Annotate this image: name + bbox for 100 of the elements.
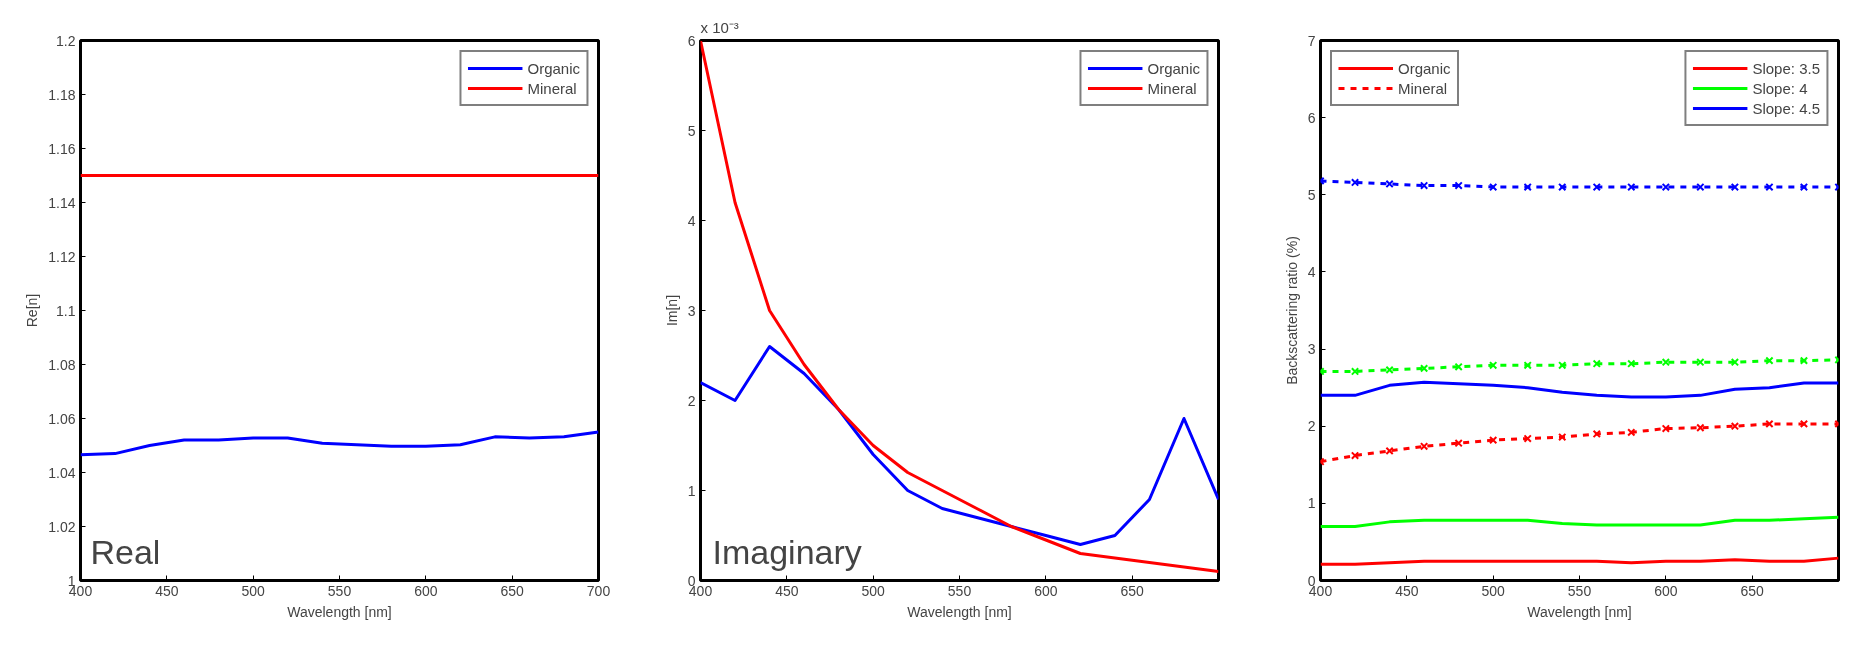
line-series [80,430,599,457]
legend-label: Organic [527,59,580,77]
x-tick-label: 550 [327,582,352,599]
point [1627,182,1636,192]
y-tick-label: 4 [687,212,696,229]
point [1350,367,1360,376]
line-series [700,40,1219,573]
point [1488,435,1498,445]
point [1730,182,1740,192]
point [1523,434,1532,443]
y-tick-label: 3 [687,302,696,319]
point [1661,358,1671,367]
point [1385,179,1394,189]
point [1765,419,1774,429]
legend-label: Organic [1147,59,1200,77]
point [1661,424,1671,433]
point [1488,361,1498,370]
point [1350,178,1360,187]
y-tick-label: 1 [1307,495,1316,512]
x-axis-title: Wavelength [nm] [907,603,1012,620]
point [1765,356,1774,365]
point [1799,419,1809,429]
point [1627,359,1636,368]
point [1454,439,1463,448]
y-tick-label: 1.06 [48,410,76,427]
y-tick-label: 4 [1307,263,1316,280]
point [1454,362,1463,371]
y-tick-label: 1.12 [48,248,76,265]
point [1799,356,1809,365]
x-tick-label: 550 [1567,582,1592,599]
line-series [1320,515,1839,528]
text: x 10⁻³ [700,18,739,36]
x-axis-title: Wavelength [nm] [1527,603,1632,620]
legend-label: Slope: 4 [1752,79,1808,97]
y-tick-label: 1.18 [48,86,76,103]
point [1419,181,1429,190]
x-axis-title: Wavelength [nm] [287,603,392,620]
y-tick-label: 5 [687,122,696,139]
x-tick-label: 450 [775,582,799,599]
line-series [1320,380,1839,399]
annotation: Imaginary [712,532,862,571]
y-axis-title: Backscattering ratio (%) [1283,236,1300,385]
y-tick-label: 6 [1307,109,1316,126]
y-tick-label: 6 [687,32,696,49]
point [1350,451,1360,460]
point [1730,422,1740,431]
annotation: Real [90,532,161,571]
y-axis-title: Re[n] [24,293,41,328]
point [1558,432,1567,442]
legend-label: Mineral [1147,79,1197,97]
y-tick-label: 1.1 [56,302,76,319]
point [1592,429,1601,439]
point [1696,182,1705,192]
point [1385,446,1394,456]
y-tick-label: 5 [1307,186,1316,203]
x-tick-label: 600 [1654,582,1678,599]
y-tick-label: 3 [1307,341,1316,358]
y-tick-label: 1 [687,482,696,499]
x-tick-label: 550 [947,582,972,599]
x-tick-label: 600 [1034,582,1058,599]
point [1730,358,1740,367]
y-tick-label: 1.14 [48,194,76,211]
point [1385,365,1394,375]
line-series [1320,556,1839,566]
legend-label: Slope: 3.5 [1752,59,1820,77]
x-tick-label: 500 [241,582,266,599]
point [1419,364,1429,373]
point [1627,428,1636,437]
x-tick-label: 700 [586,582,611,599]
annotation: Mineral [1398,79,1448,97]
point [1765,182,1774,192]
point [1523,182,1532,192]
x-tick-label: 500 [1481,582,1506,599]
y-tick-label: 1.02 [48,518,76,535]
y-tick-label: 2 [1307,418,1316,435]
y-tick-label: 1.08 [48,356,76,373]
x-tick-label: 650 [1120,582,1145,599]
y-axis-title: Im[n] [663,294,680,327]
point [1419,442,1429,451]
y-tick-label: 1.16 [48,140,76,157]
y-tick-label: 1.04 [48,464,76,481]
legend-label: Mineral [527,79,577,97]
x-tick-label: 450 [155,582,179,599]
x-tick-label: 450 [1395,582,1419,599]
point [1523,361,1532,370]
y-tick-label: 7 [1307,32,1316,49]
point [1696,423,1705,432]
legend-label: Slope: 4.5 [1752,99,1820,117]
x-tick-label: 650 [500,582,525,599]
x-tick-label: 500 [861,582,886,599]
point [1696,358,1705,367]
y-tick-label: 2 [687,392,696,409]
point [1661,182,1671,192]
x-tick-label: 650 [1740,582,1765,599]
y-tick-label: 1.2 [56,32,76,49]
line-series [1320,419,1839,466]
annotation: Organic [1398,59,1451,77]
point [1799,182,1809,192]
point [1592,359,1601,368]
x-tick-label: 600 [414,582,438,599]
